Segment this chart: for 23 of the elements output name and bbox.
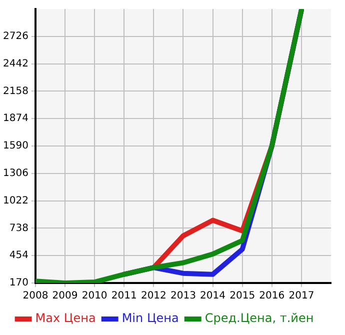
x-tick-label: 2009 [52,290,78,302]
y-tick-label: 1590 [2,140,28,152]
y-tick-label: 454 [9,250,28,262]
y-tick-label: 2726 [2,30,28,42]
legend-label: Max Цена [35,311,96,326]
x-tick-label: 2017 [288,290,314,302]
y-tick-label: 2158 [2,86,28,97]
y-tick-label: 2442 [2,58,28,70]
x-tick-label: 2013 [170,290,196,302]
y-tick-label: 170 [9,278,28,289]
legend-label: Min Цена [122,311,179,326]
x-tick-label: 2011 [111,290,137,302]
x-tick-label: 2010 [82,290,108,302]
x-tick-label: 2008 [22,290,48,302]
legend-label: Сред.Цена, т.йен [204,311,314,326]
x-tick-label: 2012 [140,290,166,302]
y-tick-label: 1306 [2,168,28,179]
y-tick-label: 1874 [2,113,28,124]
x-tick-label: 2015 [230,290,256,302]
y-tick-label: 1022 [2,195,28,206]
x-tick-label: 2014 [200,290,226,302]
x-tick-label: 2016 [259,290,285,302]
y-tick-label: 738 [9,222,28,234]
